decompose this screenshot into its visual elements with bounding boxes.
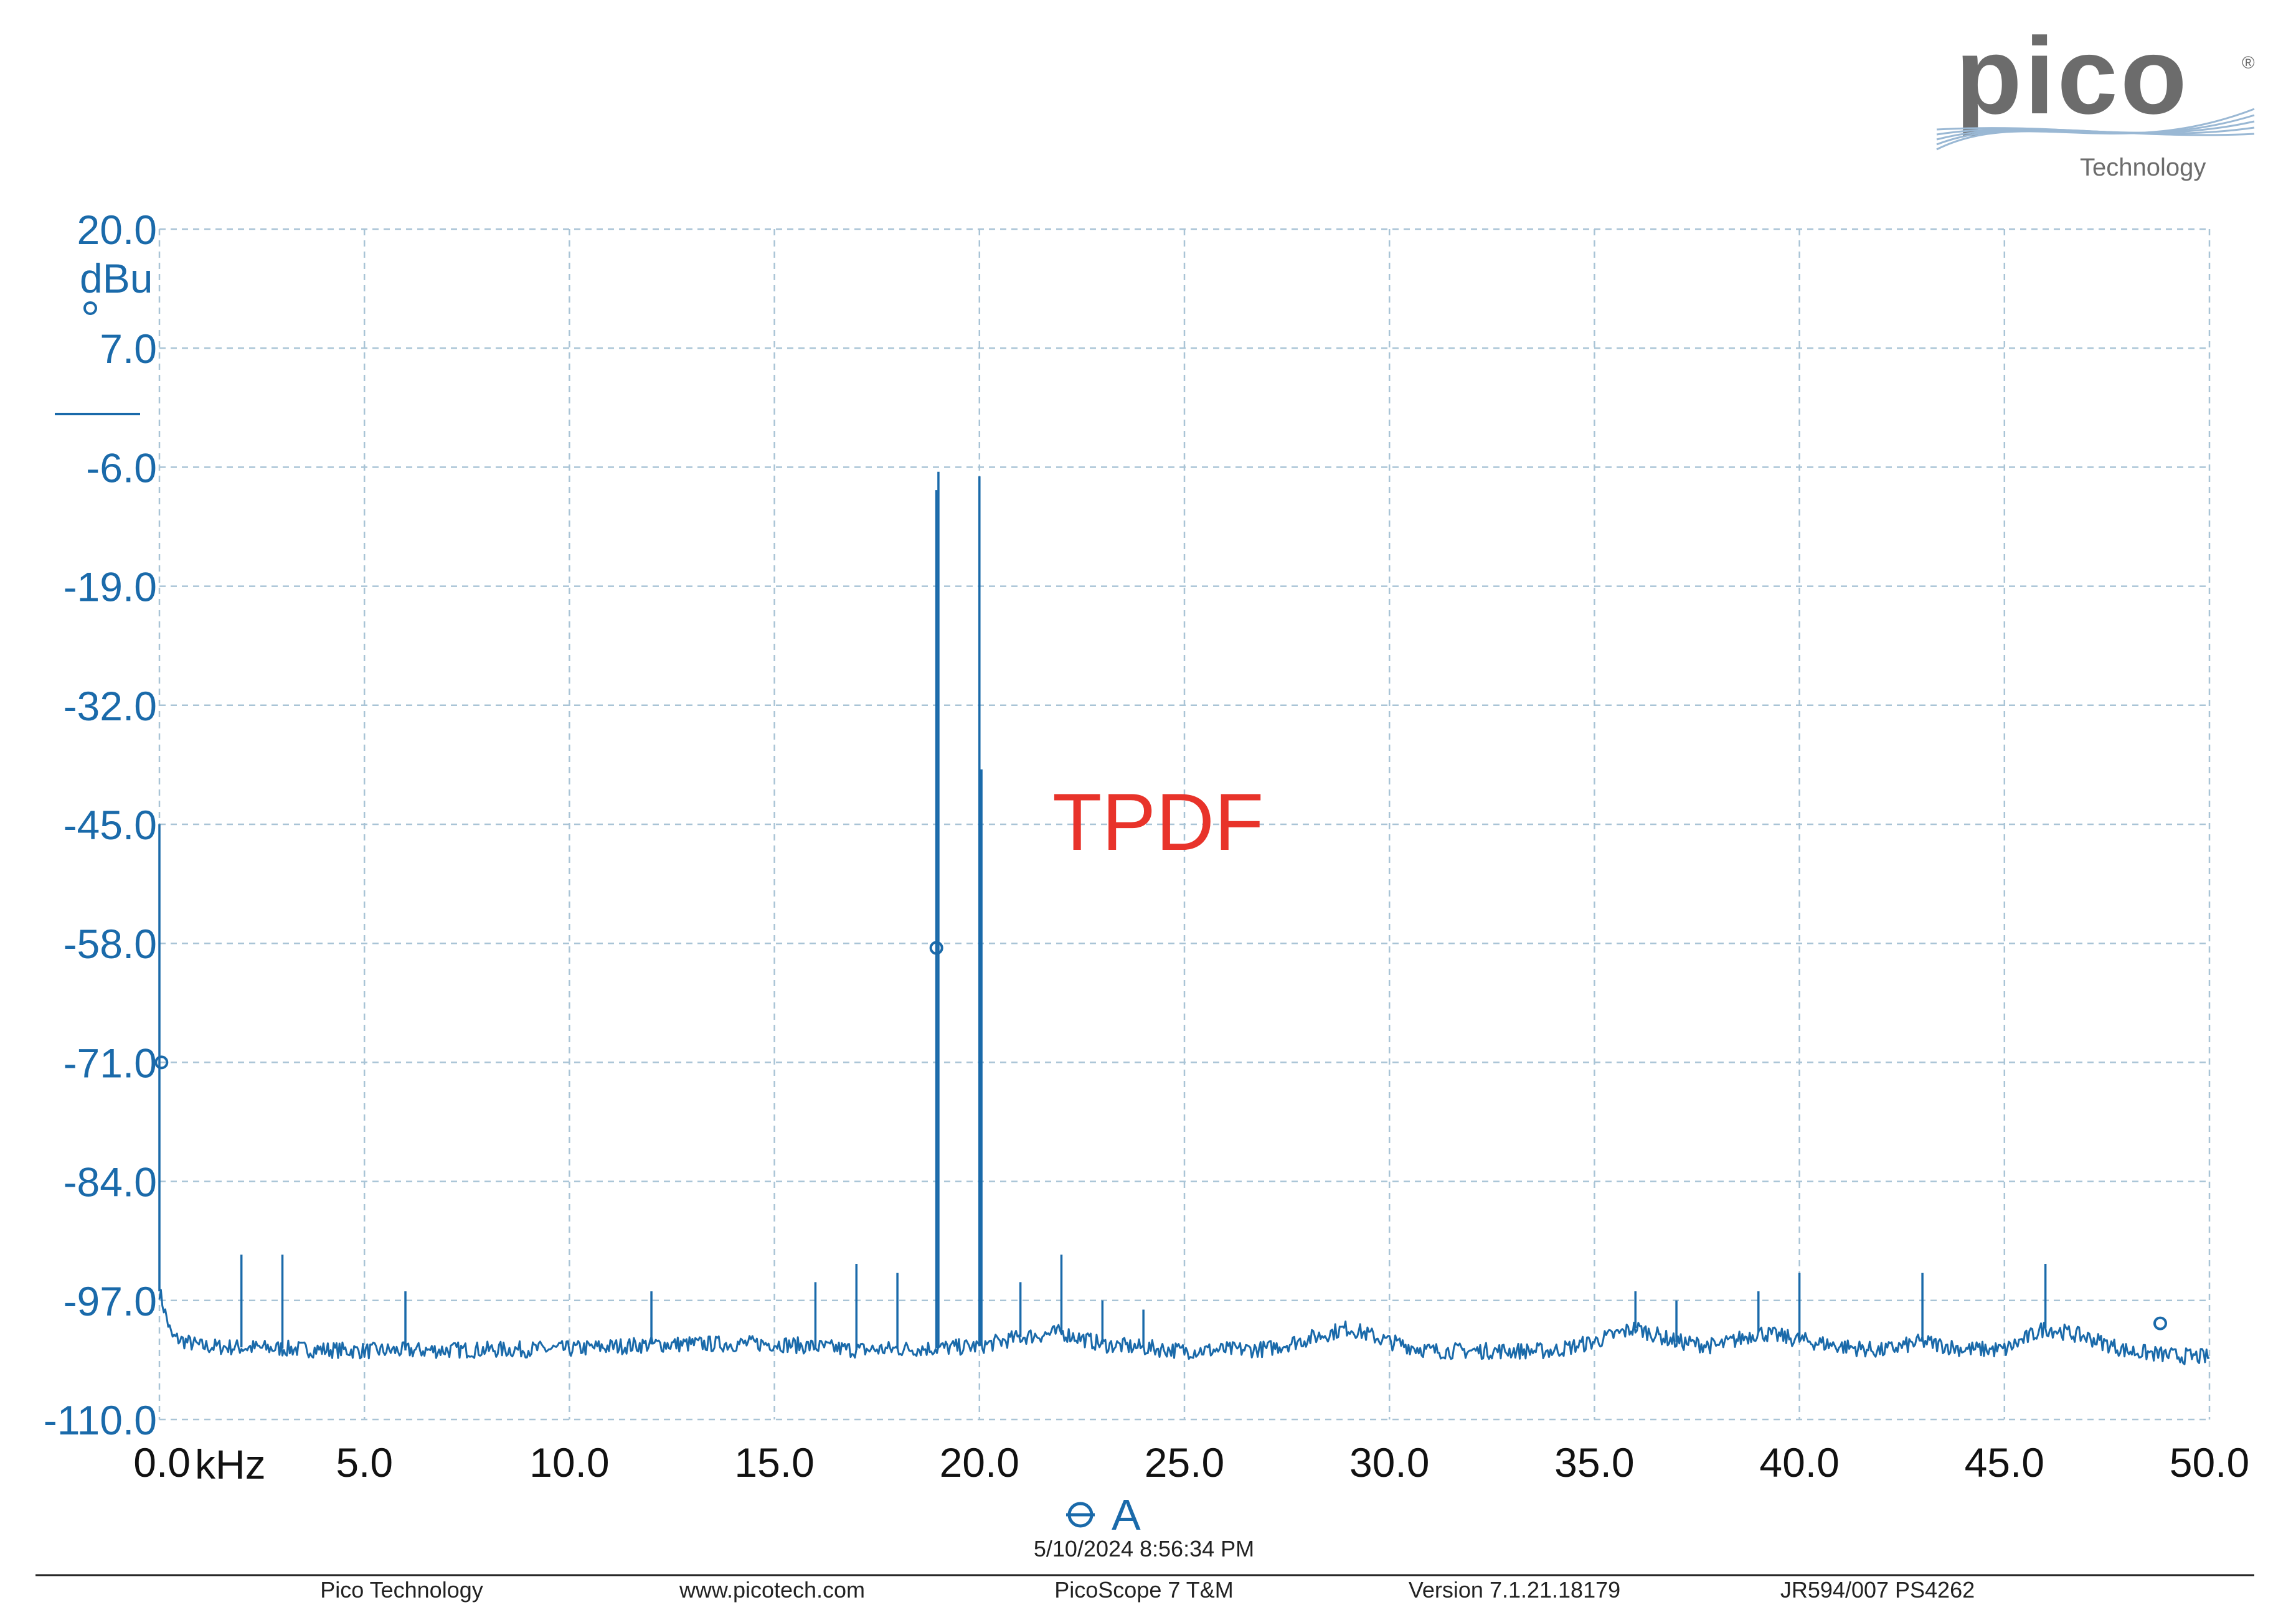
series-trace: [158, 1289, 2210, 1365]
channel-a-label: A: [1112, 1490, 1141, 1539]
y-tick-label: 7.0: [100, 326, 157, 372]
y-tick-label: -19.0: [64, 564, 157, 610]
y-tick-label: 20.0: [77, 207, 157, 253]
trace-marker: [929, 941, 943, 955]
x-tick-label: 35.0: [1554, 1439, 1634, 1486]
chart-annotation: TPDF: [1052, 776, 1264, 867]
y-tick-label: -97.0: [64, 1278, 157, 1324]
y-axis-ticks: 20.0 7.0 -6.0 -19.0 -32.0 -45.0 -58.0 -71.0 -84.…: [44, 207, 157, 1443]
y-tick-label: -110.0: [44, 1397, 157, 1443]
x-tick-label: 15.0: [734, 1439, 814, 1486]
logo-subtitle: Technology: [2080, 154, 2206, 181]
x-tick-label: 40.0: [1759, 1439, 1839, 1486]
x-tick-label: 20.0: [940, 1439, 1019, 1486]
footer-website[interactable]: www.picotech.com: [679, 1577, 865, 1603]
trace-marker: [2153, 1316, 2167, 1330]
logo-wave-icon: [1936, 108, 2255, 151]
x-tick-label: 0.0: [133, 1439, 191, 1486]
footer-product: PicoScope 7 T&M: [1054, 1577, 1233, 1603]
y-axis-channel-marker: [83, 301, 97, 315]
series-peaks: [158, 471, 2047, 1351]
y-tick-label: -6.0: [86, 445, 157, 491]
y-tick-label: -71.0: [64, 1040, 157, 1086]
x-tick-label: 5.0: [336, 1439, 393, 1486]
x-axis-ticks: 0.0 5.0 10.0 15.0 20.0 25.0 30.0 35.0 40.0 45.0 50…: [133, 1439, 2249, 1486]
y-tick-label: -58.0: [64, 921, 157, 967]
logo-registered-mark: ®: [2242, 53, 2255, 72]
x-axis-unit: kHz: [195, 1441, 266, 1487]
pico-logo: pico ® Technology: [1936, 16, 2255, 181]
trace-marker: [154, 1055, 169, 1070]
channel-legend[interactable]: A: [1066, 1490, 1141, 1539]
logo-word: pico: [1955, 16, 2190, 137]
x-tick-label: 30.0: [1349, 1439, 1429, 1486]
y-tick-label: -84.0: [64, 1159, 157, 1205]
trace-markers: [154, 941, 2167, 1330]
plot-area: 20.0 7.0 -6.0 -19.0 -32.0 -45.0 -58.0 -71.0 -84.…: [44, 207, 2249, 1487]
x-tick-label: 50.0: [2170, 1439, 2249, 1486]
y-axis-unit: dBu: [80, 255, 153, 301]
y-tick-label: -45.0: [64, 802, 157, 848]
x-tick-label: 25.0: [1145, 1439, 1224, 1486]
capture-date: 5/10/2024 8:56:34 PM: [1034, 1536, 1254, 1561]
x-tick-label: 10.0: [529, 1439, 609, 1486]
footer: Pico Technology www.picotech.com PicoSco…: [320, 1577, 1975, 1603]
y-tick-label: -32.0: [64, 683, 157, 729]
footer-company: Pico Technology: [320, 1577, 483, 1603]
x-tick-label: 45.0: [1965, 1439, 2044, 1486]
footer-version: Version 7.1.21.18179: [1409, 1577, 1620, 1603]
footer-serial: JR594/007 PS4262: [1780, 1577, 1975, 1603]
